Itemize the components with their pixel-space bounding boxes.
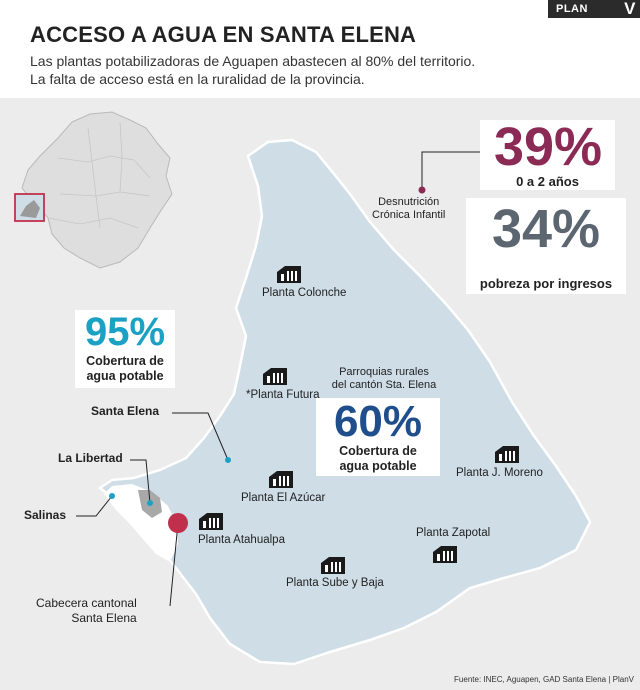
poverty-stat-box: 34% pobreza por ingresos <box>466 198 626 294</box>
rural-note-line-2: del cantón Sta. Elena <box>331 379 437 391</box>
map-area: 39% 0 a 2 años Desnutrición Crónica Infa… <box>0 98 640 690</box>
plant-sube-y-baja-label: Planta Sube y Baja <box>286 577 384 589</box>
urban-coverage-caption-line-2: agua potable <box>86 369 164 383</box>
leader-salinas <box>76 495 113 517</box>
source-note: Fuente: INEC, Aguapen, GAD Santa Elena |… <box>454 675 634 684</box>
malnutrition-caption: 0 a 2 años <box>516 174 579 189</box>
water-plant-icon <box>277 266 301 283</box>
rural-coverage-caption-line-2: agua potable <box>339 459 417 473</box>
rural-coverage-caption-line-1: Cobertura de <box>339 444 417 458</box>
rural-coverage-box: 60% Cobertura de agua potable <box>316 398 440 476</box>
brand-mark: V <box>624 0 636 18</box>
cabecera-line-1: Cabecera cantonal <box>36 596 137 610</box>
top-bar: PLAN V <box>0 0 640 18</box>
malnutrition-label-line-1: Desnutrición <box>378 196 440 208</box>
brand-logo: PLAN V <box>548 0 640 18</box>
water-plant-icon <box>199 513 223 530</box>
water-plant-icon <box>263 368 287 385</box>
leader-la-libertad <box>130 459 151 504</box>
water-plant-icon <box>321 557 345 574</box>
ecuador-inset-map <box>21 111 173 269</box>
urban-coverage-box: 95% Cobertura de agua potable <box>75 310 175 388</box>
plant-zapotal-label: Planta Zapotal <box>416 527 491 539</box>
leader-santa-elena <box>172 412 229 461</box>
leader-desnutricion <box>421 151 480 190</box>
subtitle-line-1: Las plantas potabilizadoras de Aguapen a… <box>30 53 476 69</box>
plant-j-moreno-label: Planta J. Moreno <box>456 467 543 479</box>
subtitle-line-2: La falta de acceso está en la ruralidad … <box>30 71 365 87</box>
plant-futura-label: *Planta Futura <box>246 389 320 401</box>
poverty-value: 34% <box>491 199 601 259</box>
malnutrition-label-line-2: Crónica Infantil <box>372 209 446 221</box>
place-salinas: Salinas <box>24 508 67 522</box>
cabecera-line-2: Santa Elena <box>71 611 137 625</box>
urban-coverage-caption: Cobertura de agua potable <box>75 354 175 384</box>
place-cabecera: Cabecera cantonal Santa Elena <box>36 596 137 626</box>
urban-coverage-caption-line-1: Cobertura de <box>86 354 164 368</box>
page-title: ACCESO A AGUA EN SANTA ELENA <box>30 22 417 47</box>
rural-coverage-value: 60% <box>333 397 423 446</box>
water-plant-icon <box>269 471 293 488</box>
water-plant-icon <box>433 546 457 563</box>
malnutrition-value: 39% <box>493 117 603 177</box>
rural-note-line-1: Parroquias rurales <box>339 366 429 378</box>
plant-atahualpa-label: Planta Atahualpa <box>198 534 285 546</box>
urban-coverage-value: 95% <box>84 310 166 354</box>
place-la-libertad: La Libertad <box>58 451 123 465</box>
ecuador-inset-borders <box>47 121 151 229</box>
rural-coverage-caption: Cobertura de agua potable <box>316 444 440 474</box>
desnutricion-dot <box>418 186 426 194</box>
plant-el-azucar-label: Planta El Azúcar <box>241 492 326 504</box>
santa-elena-dot <box>225 457 231 463</box>
poverty-caption: pobreza por ingresos <box>479 276 613 291</box>
rural-note: Parroquias rurales del cantón Sta. Elena <box>324 366 444 392</box>
malnutrition-label: Desnutrición Crónica Infantil <box>372 196 445 222</box>
page-subtitle: Las plantas potabilizadoras de Aguapen a… <box>30 52 610 88</box>
place-santa-elena: Santa Elena <box>91 404 160 418</box>
malnutrition-stat-box: 39% 0 a 2 años <box>480 120 615 190</box>
water-plant-icon <box>495 446 519 463</box>
la-libertad-dot <box>147 500 153 506</box>
plant-colonche-label: Planta Colonche <box>262 287 347 299</box>
cabecera-dot <box>168 513 188 533</box>
brand-name: PLAN <box>556 3 588 15</box>
salinas-dot <box>109 493 115 499</box>
leader-cabecera <box>169 522 179 607</box>
